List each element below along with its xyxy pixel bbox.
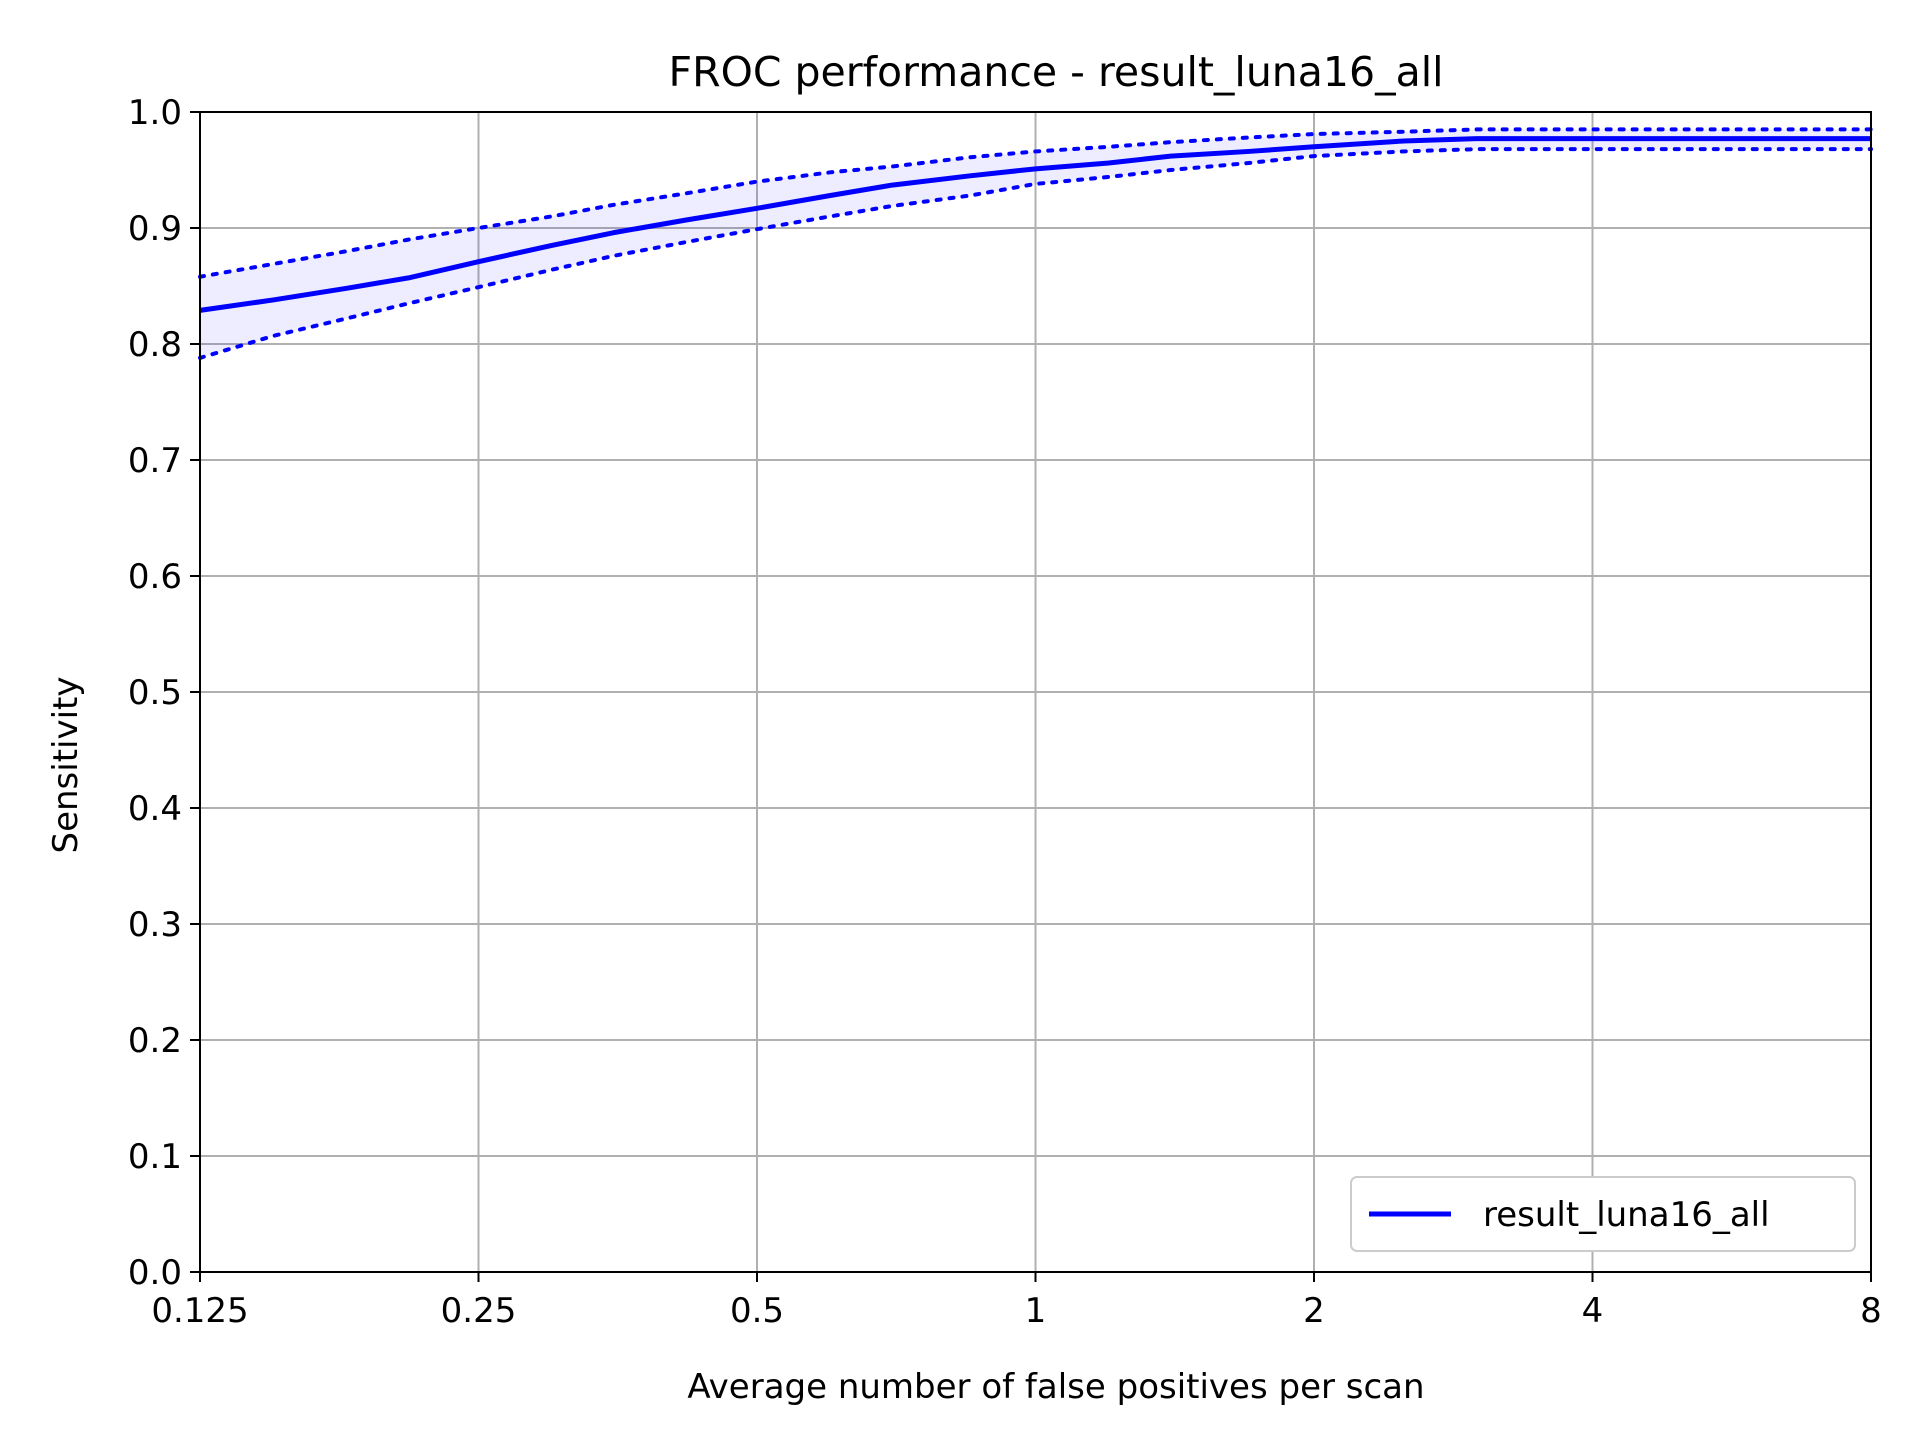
ticks-layer: 0.125 0.25 0.5 1 2 4 8 0.0 0.1 0.2 0.3 0.4 0.5 0.6 0.7…: [128, 93, 1882, 1331]
x-tick-label: 2: [1303, 1291, 1325, 1331]
chart-title: FROC performance - result_luna16_all: [669, 48, 1444, 96]
legend: result_luna16_all: [1350, 1176, 1856, 1252]
y-tick-label: 0.3: [128, 905, 182, 945]
legend-label: result_luna16_all: [1483, 1195, 1770, 1235]
y-tick-label: 0.9: [128, 209, 182, 249]
y-tick-label: 0.5: [128, 673, 182, 713]
y-tick-label: 0.7: [128, 441, 182, 481]
confidence-band: [200, 129, 1871, 358]
ci-lower-line: [198, 147, 1873, 360]
legend-box: [1350, 1176, 1856, 1252]
y-tick-label: 0.1: [128, 1137, 182, 1177]
x-axis-label: Average number of false positives per sc…: [687, 1367, 1424, 1407]
x-tick-label: 8: [1860, 1291, 1882, 1331]
y-tick-label: 0.6: [128, 557, 182, 597]
x-tick-label: 1: [1025, 1291, 1047, 1331]
x-tick-label: 0.25: [441, 1291, 517, 1331]
y-axis-label: Sensitivity: [46, 676, 86, 853]
confidence-band-layer: [200, 129, 1871, 358]
y-tick-label: 0.4: [128, 789, 182, 829]
x-tick-label: 0.125: [151, 1291, 248, 1331]
series-line-layer: [198, 127, 1873, 360]
y-tick-label: 1.0: [128, 93, 182, 133]
y-tick-label: 0.8: [128, 325, 182, 365]
x-tick-label: 4: [1582, 1291, 1604, 1331]
x-tick-label: 0.5: [730, 1291, 784, 1331]
ci-upper-line: [198, 127, 1873, 279]
y-tick-label: 0.0: [128, 1253, 182, 1293]
y-tick-label: 0.2: [128, 1021, 182, 1061]
